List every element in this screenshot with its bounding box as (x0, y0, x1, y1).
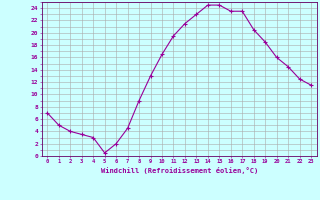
X-axis label: Windchill (Refroidissement éolien,°C): Windchill (Refroidissement éolien,°C) (100, 167, 258, 174)
